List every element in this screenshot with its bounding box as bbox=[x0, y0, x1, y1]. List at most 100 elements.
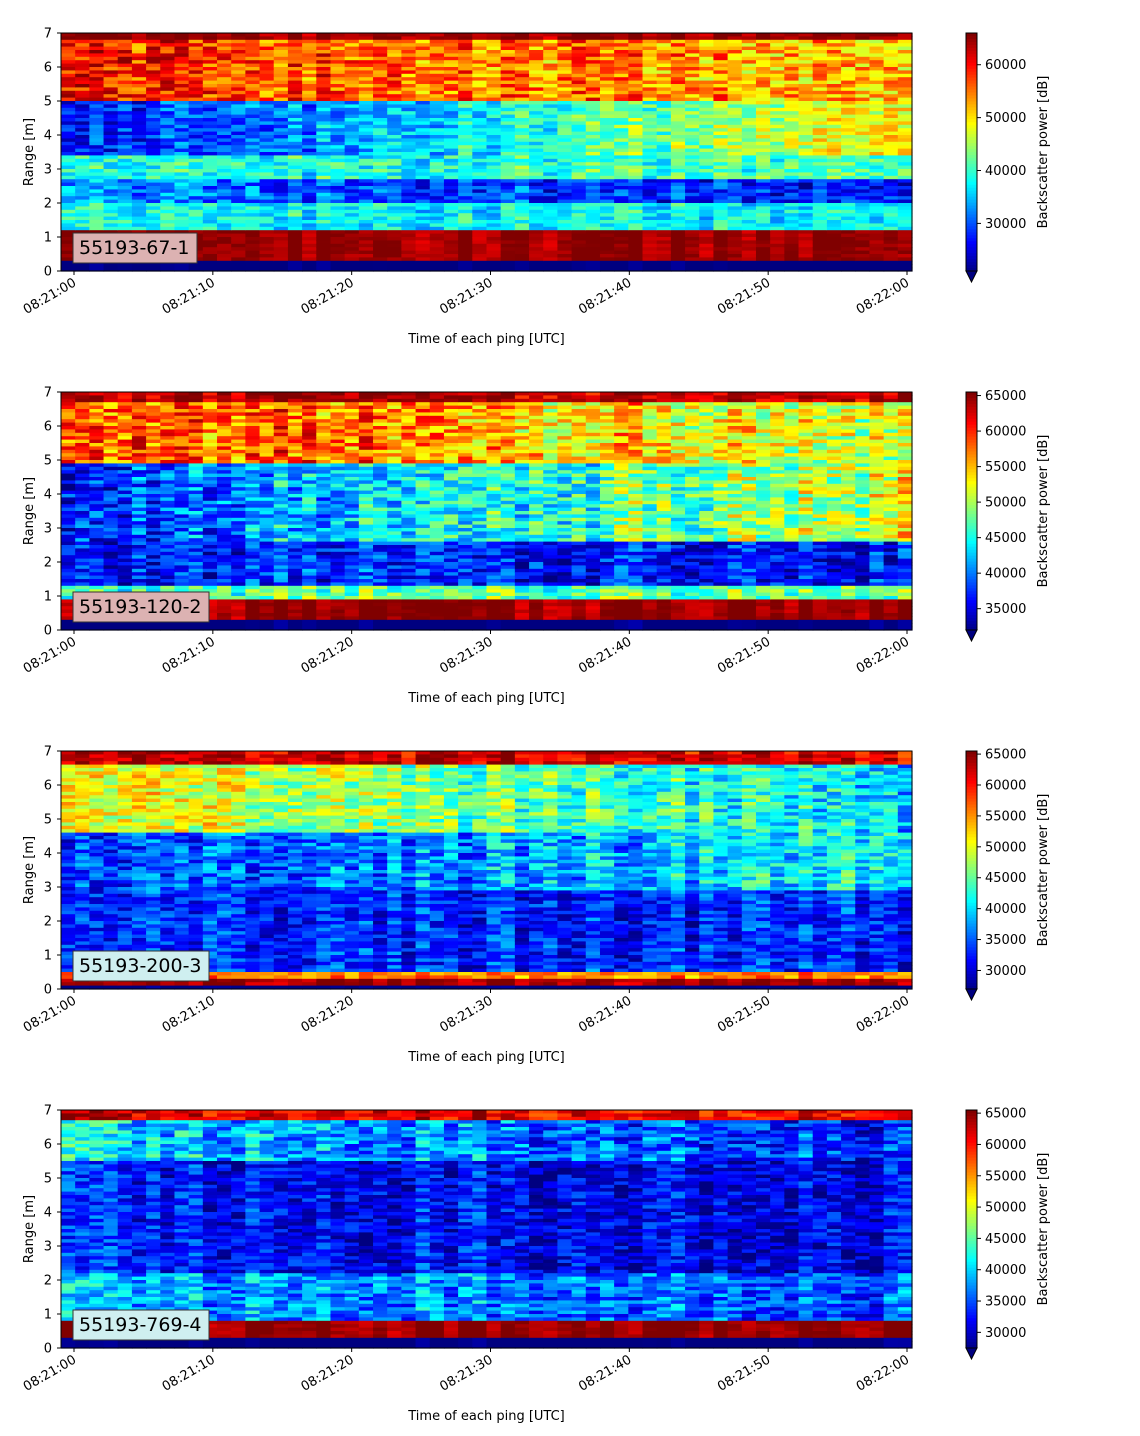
heatmap-cell bbox=[231, 182, 246, 187]
heatmap-cell bbox=[103, 192, 119, 197]
heatmap-cell bbox=[117, 226, 133, 231]
heatmap-cell bbox=[89, 145, 105, 150]
heatmap-cell bbox=[699, 138, 715, 143]
heatmap-cell bbox=[273, 172, 289, 177]
heatmap-cell bbox=[458, 70, 473, 75]
heatmap-cell bbox=[344, 206, 360, 211]
heatmap-cell bbox=[103, 114, 119, 119]
heatmap-cell bbox=[443, 247, 459, 252]
heatmap-cell bbox=[316, 165, 332, 170]
heatmap-cell bbox=[302, 192, 317, 197]
heatmap-cell bbox=[826, 196, 842, 201]
heatmap-cell bbox=[387, 67, 402, 71]
heatmap-cell bbox=[826, 179, 842, 184]
heatmap-cell bbox=[770, 260, 785, 265]
heatmap-cell bbox=[75, 77, 90, 82]
heatmap-cell bbox=[443, 165, 459, 170]
heatmap-cell bbox=[160, 432, 176, 437]
heatmap-cell bbox=[117, 466, 133, 471]
heatmap-cell bbox=[344, 97, 360, 102]
heatmap-cell bbox=[401, 148, 417, 153]
heatmap-cell bbox=[316, 63, 332, 68]
heatmap-cell bbox=[401, 199, 417, 204]
heatmap-cell bbox=[557, 240, 573, 245]
heatmap-cell bbox=[160, 186, 176, 190]
heatmap-cell bbox=[287, 226, 303, 231]
heatmap-cell bbox=[358, 182, 374, 187]
heatmap-cell bbox=[287, 121, 303, 126]
heatmap-cell bbox=[117, 53, 133, 58]
heatmap-cell bbox=[415, 39, 431, 44]
heatmap-cell bbox=[174, 500, 190, 505]
heatmap-cell bbox=[174, 162, 190, 167]
heatmap-cell bbox=[273, 56, 289, 61]
heatmap-cell bbox=[514, 56, 530, 61]
heatmap-cell bbox=[273, 196, 289, 201]
heatmap-cell bbox=[415, 56, 431, 61]
heatmap-cell bbox=[202, 114, 218, 119]
heatmap-cell bbox=[401, 182, 417, 187]
heatmap-cell bbox=[500, 162, 516, 167]
heatmap-cell bbox=[458, 107, 473, 112]
heatmap-cell bbox=[146, 67, 161, 71]
heatmap-cell bbox=[330, 179, 346, 184]
heatmap-cell bbox=[117, 213, 133, 218]
heatmap-cell bbox=[287, 179, 303, 184]
heatmap-cell bbox=[302, 46, 317, 51]
heatmap-cell bbox=[259, 107, 275, 112]
heatmap-cell bbox=[174, 80, 190, 85]
heatmap-cell bbox=[174, 179, 190, 184]
heatmap-cell bbox=[316, 158, 332, 163]
heatmap-cell bbox=[131, 432, 147, 437]
heatmap-cell bbox=[202, 67, 218, 71]
heatmap-cell bbox=[316, 36, 332, 41]
heatmap-cell bbox=[429, 254, 445, 258]
heatmap-cell bbox=[826, 230, 842, 235]
heatmap-cell bbox=[259, 118, 275, 122]
heatmap-cell bbox=[486, 243, 502, 248]
heatmap-cell bbox=[344, 237, 360, 241]
heatmap-cell bbox=[316, 267, 332, 272]
heatmap-cell bbox=[401, 131, 417, 136]
heatmap-cell bbox=[642, 247, 658, 252]
heatmap-cell bbox=[685, 162, 700, 167]
heatmap-cell bbox=[174, 148, 190, 153]
heatmap-cell bbox=[231, 254, 246, 258]
heatmap-cell bbox=[160, 155, 176, 160]
panel-label-box: 55193-67-1 bbox=[72, 232, 198, 264]
heatmap-cell bbox=[146, 500, 161, 505]
heatmap-cell bbox=[131, 46, 147, 51]
heatmap-cell bbox=[75, 50, 90, 54]
heatmap-cell bbox=[358, 114, 374, 119]
heatmap-cell bbox=[160, 53, 176, 58]
heatmap-cell bbox=[344, 165, 360, 170]
heatmap-cell bbox=[131, 216, 147, 221]
heatmap-cell bbox=[75, 94, 90, 99]
heatmap-cell bbox=[131, 213, 147, 218]
heatmap-cell bbox=[869, 189, 885, 194]
heatmap-cell bbox=[202, 267, 218, 272]
heatmap-cell bbox=[316, 97, 332, 102]
heatmap-cell bbox=[160, 56, 176, 61]
heatmap-cell bbox=[387, 240, 402, 245]
heatmap-cell bbox=[486, 53, 502, 58]
heatmap-cell bbox=[75, 90, 90, 95]
heatmap-cell bbox=[217, 169, 232, 173]
heatmap-cell bbox=[89, 36, 105, 41]
heatmap-cell bbox=[869, 172, 885, 177]
heatmap-cell bbox=[500, 179, 516, 184]
heatmap-cell bbox=[358, 192, 374, 197]
heatmap-cell bbox=[514, 50, 530, 54]
heatmap-cell bbox=[273, 111, 289, 116]
heatmap-cell bbox=[415, 145, 431, 150]
heatmap-cell bbox=[897, 230, 913, 235]
heatmap-cell bbox=[245, 124, 261, 129]
heatmap-cell bbox=[529, 179, 544, 184]
heatmap-cell bbox=[302, 121, 317, 126]
heatmap-cell bbox=[358, 124, 374, 129]
heatmap-cell bbox=[656, 155, 672, 160]
heatmap-cell bbox=[387, 165, 402, 170]
heatmap-cell bbox=[103, 53, 119, 58]
heatmap-cell bbox=[89, 264, 105, 269]
heatmap-cell bbox=[330, 128, 346, 133]
